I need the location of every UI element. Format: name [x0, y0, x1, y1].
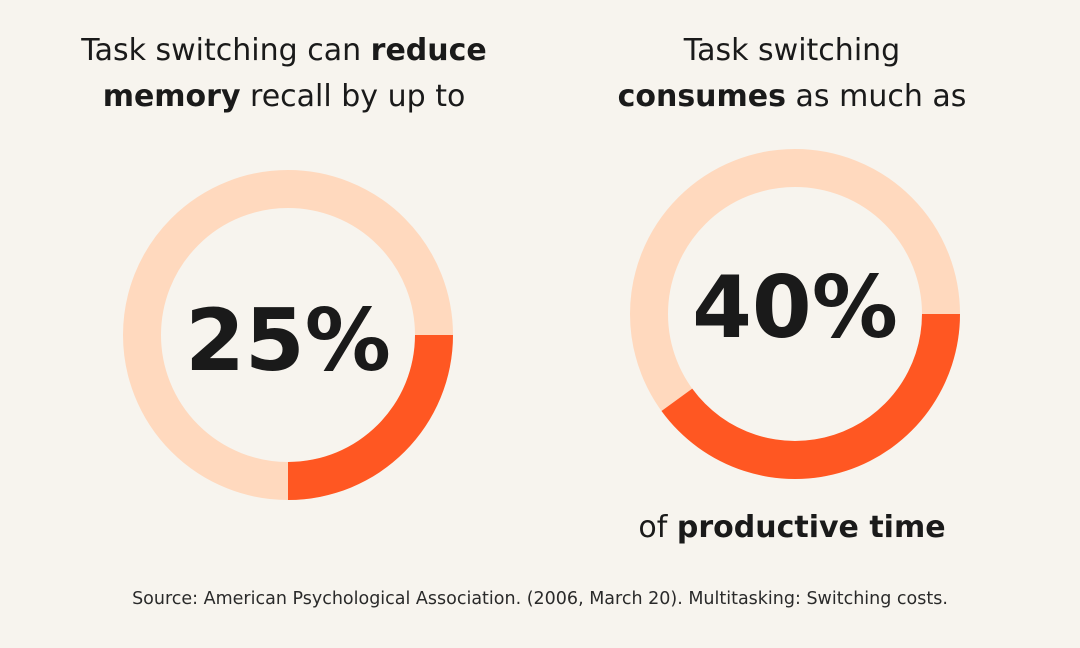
- heading-part-bold: consumes: [617, 79, 787, 114]
- heading-part: recall by up to: [240, 79, 466, 114]
- productive-time-heading: Task switching consumes as much as: [504, 28, 1080, 120]
- source-citation: Source: American Psychological Associati…: [132, 589, 948, 609]
- note-part: of: [638, 510, 677, 545]
- memory-recall-heading: Task switching can reduce memory recall b…: [0, 28, 568, 120]
- note-part-bold: productive time: [676, 510, 946, 545]
- heading-part-bold: reduce: [370, 33, 487, 68]
- donut-center-value: 25%: [185, 291, 391, 391]
- productive-time-donut: 40%: [630, 149, 960, 479]
- donut-filled-arc: [288, 335, 453, 500]
- heading-part: as much as: [786, 79, 967, 114]
- heading-part-bold: memory: [102, 79, 241, 114]
- heading-part: Task switching: [683, 33, 901, 68]
- memory-recall-donut: 25%: [123, 170, 453, 500]
- donut-filled-arc: [661, 314, 960, 479]
- productive-time-note: of productive time: [504, 505, 1080, 551]
- heading-part: Task switching can: [81, 33, 371, 68]
- donut-center-value: 40%: [692, 258, 898, 358]
